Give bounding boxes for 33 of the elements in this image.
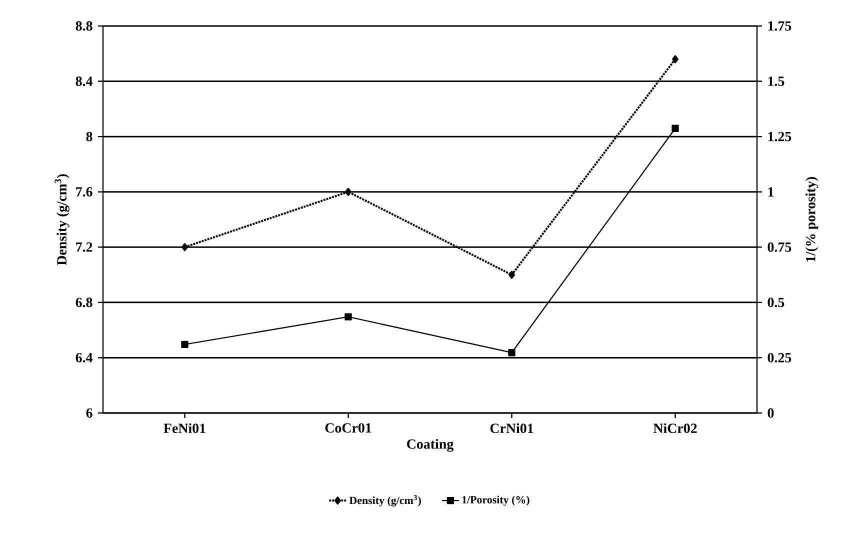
x-tick-label: NiCr02 [653, 423, 697, 434]
y-tick-label: 8 [86, 132, 92, 142]
y-tick-label: 6.8 [76, 298, 92, 308]
y2-tick-label: 1 [768, 187, 774, 196]
x-tick-label: CrNi01 [490, 423, 534, 434]
y2-tick-label: 1.75 [768, 21, 792, 31]
y2-tick-label: 0.75 [768, 242, 792, 252]
y-tick-label: 6.4 [76, 353, 93, 362]
point [508, 270, 515, 279]
point [181, 340, 188, 348]
legend-label: Density (g/cm$^{3}$) [349, 494, 421, 506]
y2-axis-title: 1/(% porosity) [806, 177, 818, 262]
point [345, 188, 352, 196]
y-axis-title: Density (g/cm$^{3}$) [54, 174, 70, 266]
y-tick-label: 7.6 [76, 187, 92, 197]
point [508, 349, 516, 356]
x-axis-title: Coating [407, 438, 454, 452]
y2-tick-label: 0.5 [768, 298, 784, 308]
y-tick-label: 7.2 [76, 242, 92, 252]
legend-label: 1/Porosity (%) [462, 496, 530, 506]
y2-tick-label: 1.5 [768, 76, 784, 86]
x-tick-label: FeNi01 [164, 423, 206, 434]
y2-tick-label: 0 [768, 408, 774, 418]
y2-tick-label: 0.25 [768, 352, 792, 362]
y-tick-label: 8.8 [76, 21, 92, 31]
point [344, 313, 352, 320]
y2-tick-label: 1.25 [768, 132, 792, 142]
y-tick-label: 8.4 [76, 76, 93, 86]
y-tick-label: 6 [86, 408, 92, 418]
point [182, 243, 188, 252]
point [672, 124, 679, 132]
x-tick-label: CoCr01 [325, 423, 372, 433]
point [672, 55, 678, 64]
